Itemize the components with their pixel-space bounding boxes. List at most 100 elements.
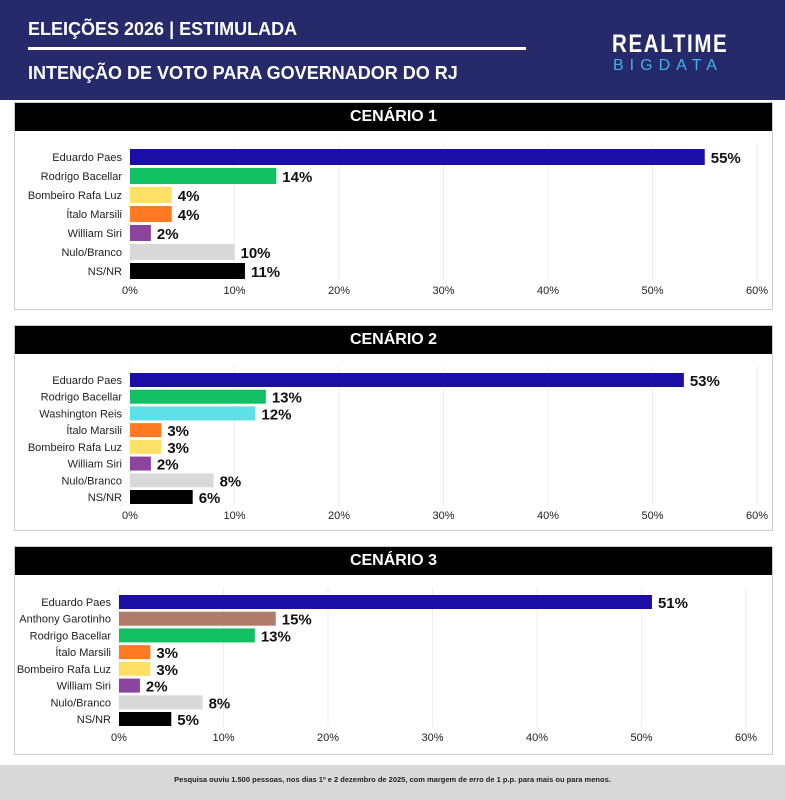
category-label: William Siri <box>57 681 111 693</box>
x-tick-label: 30% <box>432 285 454 297</box>
scenario-3-panel: CENÁRIO 3 0% 10% 20% 30% 40% 50% 60% Eduardo Pa… <box>14 546 773 755</box>
data-label: 13% <box>272 390 302 407</box>
x-tick-label: 0% <box>111 732 127 744</box>
category-label: Rodrigo Bacellar <box>41 392 123 404</box>
category-label: Ítalo Marsili <box>66 424 122 437</box>
bar <box>119 628 255 643</box>
x-tick-label: 20% <box>328 285 350 297</box>
bar <box>119 712 172 726</box>
bar-chart: 0% 10% 20% 30% 40% 50% 60% Eduardo Paes 55% Rodri… <box>28 143 768 297</box>
data-label: 3% <box>167 440 189 457</box>
header: ELEIÇÕES 2026 | ESTIMULADA INTENÇÃO DE V… <box>0 0 785 100</box>
x-tick-label: 10% <box>223 285 245 297</box>
bar <box>119 678 140 693</box>
category-label: Anthony Garotinho <box>19 614 111 626</box>
bar-chart: 0% 10% 20% 30% 40% 50% 60% Eduardo Paes 51% Antho… <box>17 587 757 744</box>
category-label: Eduardo Paes <box>41 597 111 609</box>
category-label: NS/NR <box>77 714 111 726</box>
data-label: 15% <box>282 612 312 629</box>
bar <box>130 389 266 404</box>
category-label: Bombeiro Rafa Luz <box>28 190 122 202</box>
bar <box>119 611 276 626</box>
data-label: 3% <box>156 645 178 662</box>
category-label: Washington Reis <box>39 408 122 420</box>
category-label: Bombeiro Rafa Luz <box>28 442 122 454</box>
data-label: 53% <box>690 373 720 390</box>
bar <box>130 244 235 260</box>
data-label: 2% <box>146 679 168 696</box>
bar <box>130 373 684 387</box>
bar <box>130 473 214 488</box>
x-tick-label: 60% <box>746 510 768 522</box>
report-title: ELEIÇÕES 2026 | ESTIMULADA <box>28 19 298 39</box>
data-label: 10% <box>241 245 271 262</box>
title-divider <box>28 47 526 50</box>
x-tick-label: 0% <box>122 510 138 522</box>
footer-note: Pesquisa ouviu 1.500 pessoas, nos dias 1… <box>0 765 785 800</box>
bar <box>130 206 172 222</box>
data-label: 3% <box>167 423 189 440</box>
data-label: 55% <box>711 150 741 167</box>
x-tick-label: 40% <box>537 510 559 522</box>
data-label: 5% <box>177 712 199 729</box>
data-label: 12% <box>261 406 291 423</box>
category-label: Ítalo Marsili <box>66 208 122 221</box>
x-tick-label: 50% <box>641 510 663 522</box>
scenario-1-panel: CENÁRIO 1 0% 10% 20% 30% 40% 50% 60% Eduardo Pa… <box>14 102 773 310</box>
data-label: 13% <box>261 628 291 645</box>
x-tick-label: 20% <box>317 732 339 744</box>
bar <box>130 225 151 241</box>
category-label: Ítalo Marsili <box>55 646 111 659</box>
bar <box>130 149 705 165</box>
data-label: 2% <box>157 457 179 474</box>
bar <box>130 406 256 421</box>
logo-realtime: REALTIME <box>612 30 729 58</box>
category-label: Eduardo Paes <box>52 375 122 387</box>
bar <box>130 456 151 471</box>
bar <box>119 661 151 676</box>
data-label: 8% <box>209 695 231 712</box>
category-label: Nulo/Branco <box>61 247 122 259</box>
x-tick-label: 60% <box>735 732 757 744</box>
report-subtitle: INTENÇÃO DE VOTO PARA GOVERNADOR DO RJ <box>28 63 458 83</box>
scenario-title: CENÁRIO 3 <box>15 547 772 575</box>
logo-bigdata: BIGDATA <box>613 57 723 74</box>
x-tick-label: 10% <box>212 732 234 744</box>
bar <box>119 595 652 609</box>
x-tick-label: 40% <box>537 285 559 297</box>
category-label: Rodrigo Bacellar <box>41 171 123 183</box>
data-label: 4% <box>178 207 200 224</box>
category-label: William Siri <box>68 228 122 240</box>
data-label: 8% <box>220 473 242 490</box>
bar <box>119 645 151 660</box>
data-label: 6% <box>199 490 221 507</box>
bar <box>130 423 162 438</box>
x-tick-label: 30% <box>432 510 454 522</box>
data-label: 14% <box>282 169 312 186</box>
x-tick-label: 50% <box>630 732 652 744</box>
x-tick-label: 50% <box>641 285 663 297</box>
bar-chart: 0% 10% 20% 30% 40% 50% 60% Eduardo Paes 53% Rodri… <box>28 366 768 522</box>
category-label: Nulo/Branco <box>50 697 111 709</box>
x-tick-label: 0% <box>122 285 138 297</box>
data-label: 51% <box>658 595 688 612</box>
category-label: NS/NR <box>88 266 122 278</box>
category-label: Rodrigo Bacellar <box>30 630 112 642</box>
data-label: 3% <box>156 662 178 679</box>
scenario-title: CENÁRIO 1 <box>15 103 772 131</box>
x-tick-label: 20% <box>328 510 350 522</box>
category-label: NS/NR <box>88 492 122 504</box>
bar <box>130 168 277 184</box>
category-label: William Siri <box>68 459 122 471</box>
bar <box>130 187 172 203</box>
category-label: Eduardo Paes <box>52 152 122 164</box>
data-label: 2% <box>157 226 179 243</box>
category-label: Bombeiro Rafa Luz <box>17 664 111 676</box>
bar <box>130 263 245 279</box>
scenario-2-panel: CENÁRIO 2 0% 10% 20% 30% 40% 50% 60% Eduardo Pa… <box>14 325 773 531</box>
bar <box>119 695 203 710</box>
bar <box>130 490 193 504</box>
category-label: Nulo/Branco <box>61 475 122 487</box>
data-label: 11% <box>251 264 280 281</box>
bar <box>130 439 162 454</box>
